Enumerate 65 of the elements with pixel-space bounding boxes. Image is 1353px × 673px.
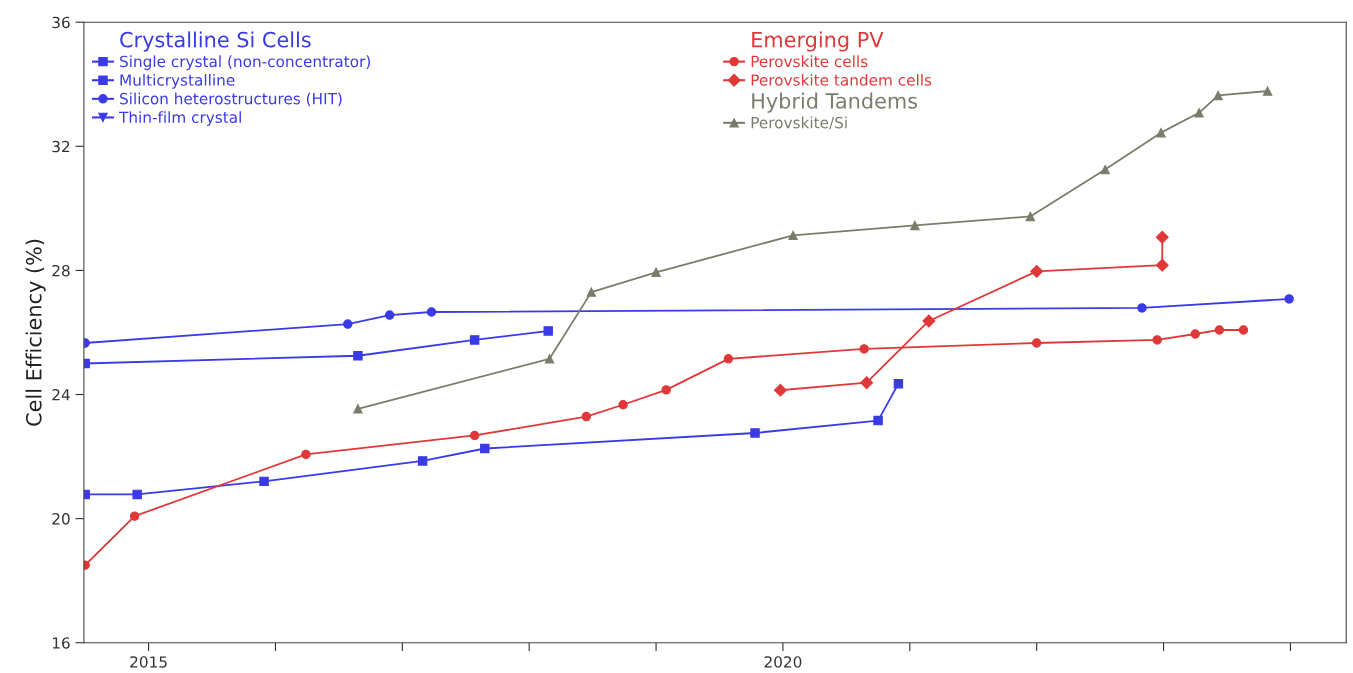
legend-label: Perovskite/Si xyxy=(751,116,847,130)
annotation: Crystalline Si Cells xyxy=(120,31,311,52)
point xyxy=(750,428,760,438)
point xyxy=(910,220,920,231)
point xyxy=(301,449,311,460)
point xyxy=(426,307,437,317)
point xyxy=(1190,329,1200,339)
point xyxy=(651,267,661,277)
point xyxy=(1025,211,1036,222)
point xyxy=(873,415,883,426)
point xyxy=(1137,303,1147,313)
y-tick-label: 20 xyxy=(52,513,70,525)
point xyxy=(132,489,142,500)
point xyxy=(384,310,395,320)
point xyxy=(129,511,140,521)
point xyxy=(893,378,904,389)
y-axis-title: Cell Efficiency (%) xyxy=(25,239,46,426)
point xyxy=(1156,127,1166,138)
legend-label: Single crystal (non-concentrator) xyxy=(120,55,370,71)
x-tick-label: 2015 xyxy=(130,656,167,668)
point xyxy=(1284,294,1294,304)
point xyxy=(723,354,734,364)
point xyxy=(544,354,555,364)
point xyxy=(353,404,363,414)
point xyxy=(859,344,869,354)
legend-label: Multicrystalline xyxy=(120,73,235,89)
point xyxy=(1238,325,1249,335)
point xyxy=(1031,338,1042,348)
point xyxy=(618,400,628,410)
legend-label: Perovskite tandem cells xyxy=(751,73,932,86)
point xyxy=(773,383,787,397)
point xyxy=(469,335,480,345)
point xyxy=(661,385,671,395)
legend-label: Thin-film crystal xyxy=(118,111,241,126)
point xyxy=(543,326,553,336)
point xyxy=(860,376,874,390)
x-tick-label: 2020 xyxy=(764,656,802,668)
point xyxy=(259,476,269,487)
point xyxy=(1194,108,1204,118)
point xyxy=(469,430,480,441)
point xyxy=(1155,230,1169,244)
point xyxy=(417,456,428,466)
y-tick-label: 32 xyxy=(52,140,70,153)
point xyxy=(353,351,363,361)
legend-label: Perovskite cells xyxy=(751,55,868,68)
y-tick-label: 36 xyxy=(52,16,70,29)
point xyxy=(922,314,936,328)
point xyxy=(343,319,353,329)
point xyxy=(1262,86,1273,96)
point xyxy=(1152,335,1162,345)
point xyxy=(1155,258,1169,272)
y-tick-label: 28 xyxy=(52,264,70,277)
y-tick-label: 24 xyxy=(52,388,70,401)
point xyxy=(788,230,798,241)
annotation: Hybrid Tandems xyxy=(752,92,918,113)
point xyxy=(480,443,490,454)
point xyxy=(1030,264,1044,278)
legend-label: Silicon heterostructures (HIT) xyxy=(120,92,342,107)
annotation: Emerging PV xyxy=(752,31,884,52)
point xyxy=(586,287,597,297)
y-tick-label: 16 xyxy=(52,637,70,649)
point xyxy=(1214,325,1225,335)
point xyxy=(1100,164,1110,175)
point xyxy=(1213,90,1223,101)
point xyxy=(581,411,592,422)
